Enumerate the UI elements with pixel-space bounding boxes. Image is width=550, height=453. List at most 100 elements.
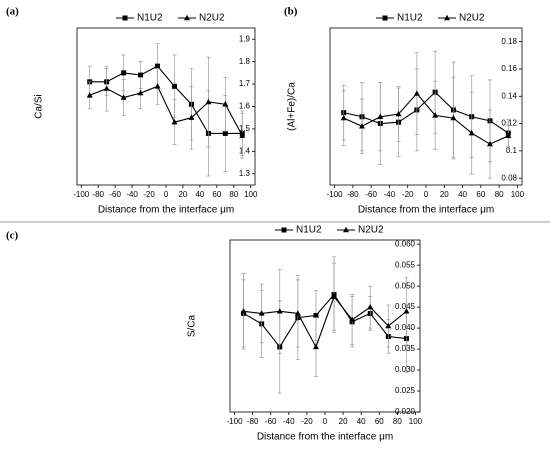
x-tick-label: 40 <box>195 190 204 199</box>
series-line <box>89 85 243 136</box>
marker <box>258 310 265 316</box>
x-axis-label: Distance from the interface μm <box>358 205 494 216</box>
x-tick-label: 100 <box>244 190 258 199</box>
marker <box>239 132 246 138</box>
y-tick-label: 1.9 <box>239 34 251 43</box>
marker <box>367 303 374 310</box>
marker <box>505 132 512 139</box>
y-tick-label: 0.12 <box>501 119 517 128</box>
x-tick-label: 20 <box>178 190 187 199</box>
marker <box>382 15 388 21</box>
y-tick-label: 1.7 <box>239 79 251 88</box>
y-tick-label: 0.035 <box>395 344 416 353</box>
plot-frame <box>329 27 523 186</box>
y-tick-label: 1.4 <box>239 146 251 155</box>
marker <box>122 15 128 21</box>
marker <box>468 129 475 136</box>
x-tick-label: -80 <box>347 190 359 199</box>
marker <box>120 94 127 100</box>
x-tick-label: -20 <box>402 190 414 199</box>
x-tick-label: -40 <box>126 190 138 199</box>
x-tick-label: 0 <box>164 190 169 199</box>
y-axis-label: (Al+Fe)/Ca <box>287 82 298 131</box>
y-tick-label: 0.14 <box>501 91 517 100</box>
x-tick-label: 20 <box>339 417 348 426</box>
x-tick-label: 40 <box>357 417 366 426</box>
x-tick-label: -40 <box>283 417 295 426</box>
x-tick-label: 100 <box>409 417 423 426</box>
series-line <box>89 65 243 134</box>
marker <box>138 72 144 78</box>
marker <box>171 119 178 125</box>
x-tick-label: 0 <box>323 417 328 426</box>
x-axis-label: Distance from the interface μm <box>98 205 234 216</box>
legend-label: N1U2 <box>397 13 423 24</box>
marker <box>313 313 319 319</box>
x-tick-label: -60 <box>109 190 121 199</box>
y-tick-label: 0.045 <box>395 302 416 311</box>
y-tick-label: 0.060 <box>395 239 416 248</box>
x-tick-label: 80 <box>229 190 238 199</box>
marker <box>395 110 402 117</box>
x-tick-label: 60 <box>375 417 384 426</box>
x-tick-label: -80 <box>247 417 259 426</box>
series-line <box>243 295 407 349</box>
marker <box>294 310 301 316</box>
y-tick-label: 0.08 <box>501 173 517 182</box>
marker <box>377 113 384 119</box>
x-tick-label: -60 <box>365 190 377 199</box>
x-tick-label: 20 <box>440 190 449 199</box>
y-tick-label: 0.030 <box>395 365 416 374</box>
y-tick-label: 1.5 <box>239 124 251 133</box>
marker <box>403 308 410 314</box>
panel-label: (a) <box>6 6 19 18</box>
marker <box>222 101 229 107</box>
legend-label: N2U2 <box>199 13 225 24</box>
marker <box>281 227 287 233</box>
marker <box>121 70 127 76</box>
marker <box>444 14 450 21</box>
y-tick-label: 0.025 <box>395 386 416 395</box>
series-line <box>343 91 509 134</box>
x-tick-label: -80 <box>92 190 104 199</box>
y-tick-label: 1.3 <box>239 169 251 178</box>
marker <box>86 92 93 98</box>
marker <box>276 308 283 314</box>
panel-label: (c) <box>6 230 19 242</box>
x-tick-label: 80 <box>495 190 504 199</box>
y-axis-label: Ca/Si <box>34 94 45 118</box>
marker <box>240 308 247 314</box>
y-tick-label: 0.16 <box>501 64 517 73</box>
marker <box>331 293 338 299</box>
marker <box>103 85 110 91</box>
plot-frame <box>229 239 421 413</box>
y-tick-label: 0.020 <box>395 407 416 416</box>
plot-frame <box>76 27 256 186</box>
x-tick-label: -40 <box>384 190 396 199</box>
marker <box>343 226 349 233</box>
marker <box>487 140 493 147</box>
y-tick-label: 1.8 <box>239 57 251 66</box>
marker <box>184 14 190 21</box>
y-tick-label: 1.6 <box>239 102 251 111</box>
marker <box>222 130 228 136</box>
marker <box>413 90 420 96</box>
series-line <box>243 293 407 348</box>
y-tick-label: 0.18 <box>501 37 517 46</box>
x-tick-label: 80 <box>393 417 402 426</box>
marker <box>349 316 356 322</box>
x-axis-label: Distance from the interface μm <box>257 432 393 443</box>
legend-label: N1U2 <box>296 225 322 236</box>
x-tick-label: -60 <box>265 417 277 426</box>
x-tick-label: -20 <box>301 417 313 426</box>
marker <box>340 114 347 121</box>
x-tick-label: 60 <box>212 190 221 199</box>
x-tick-label: 60 <box>476 190 485 199</box>
marker <box>359 123 365 129</box>
y-tick-label: 0.050 <box>395 281 416 290</box>
marker <box>385 322 392 329</box>
x-tick-label: -100 <box>327 190 344 199</box>
marker <box>312 343 319 350</box>
y-tick-label: 0.055 <box>395 260 416 269</box>
